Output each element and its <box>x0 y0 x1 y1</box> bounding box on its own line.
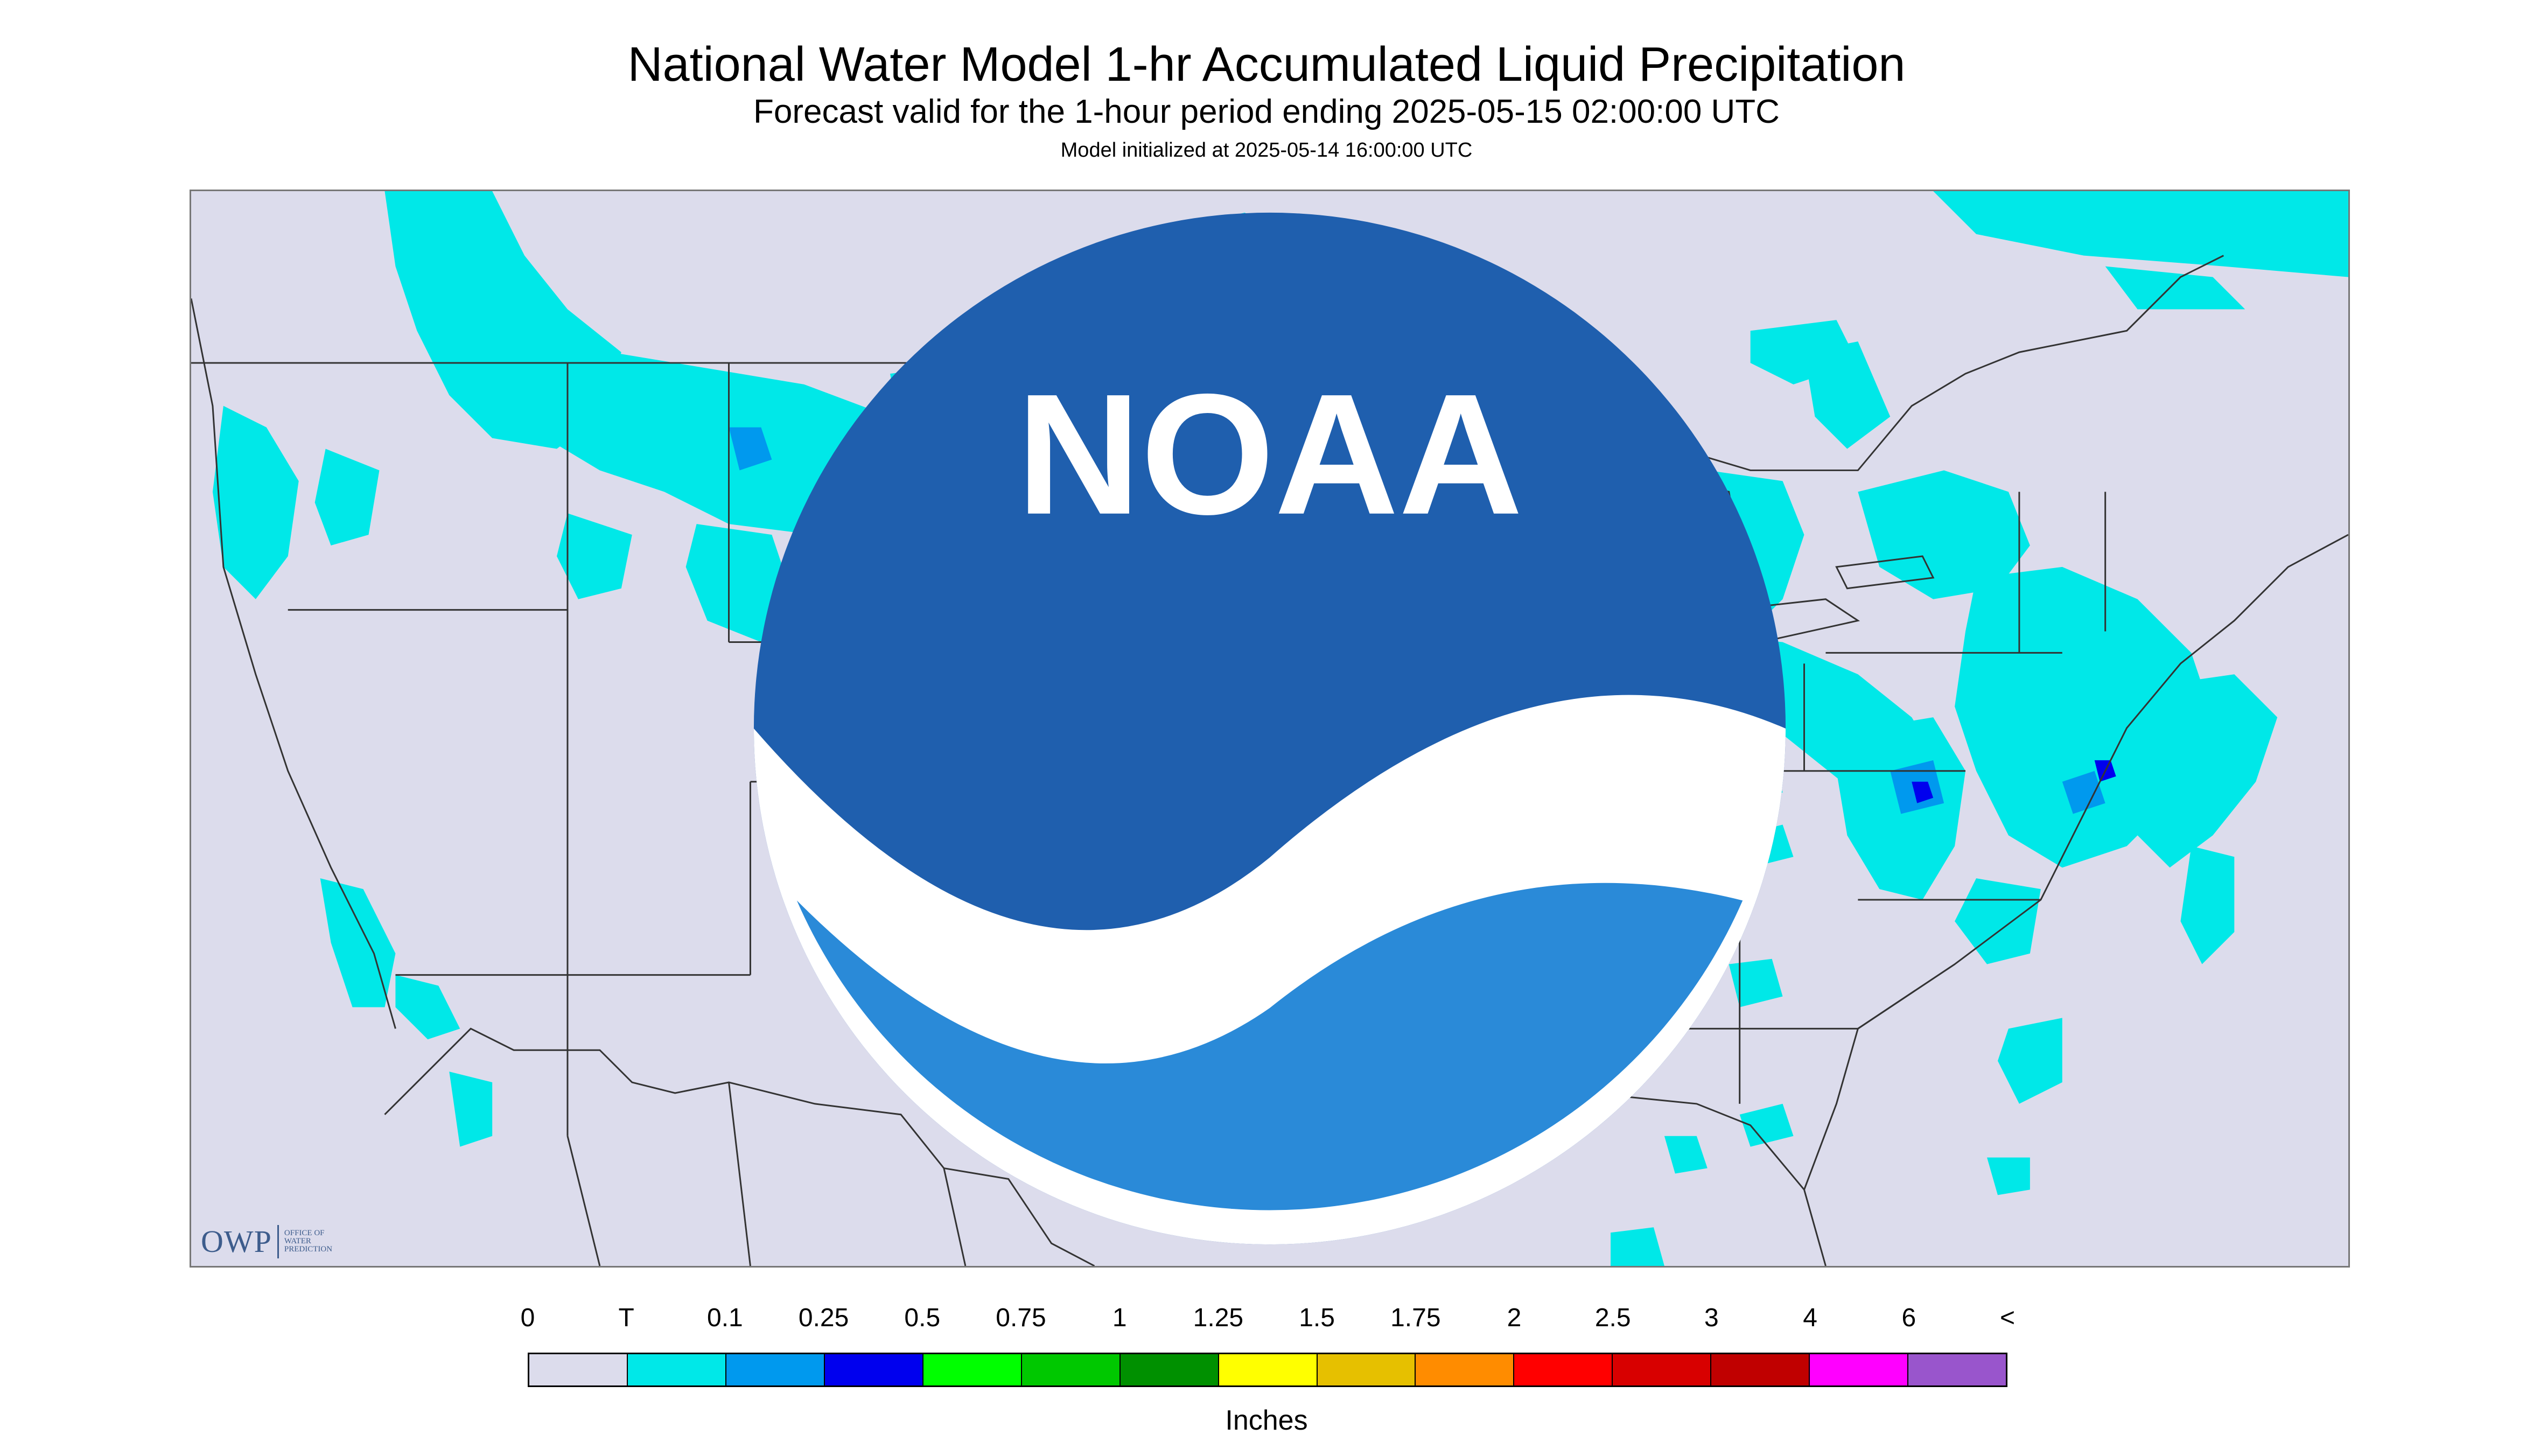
legend-swatch <box>1416 1354 1515 1385</box>
owp-logo-line: Office of <box>284 1229 325 1237</box>
legend-swatch <box>923 1354 1022 1385</box>
owp-logo-letters: OWP <box>201 1224 272 1259</box>
page-title: National Water Model 1-hr Accumulated Li… <box>627 38 1906 92</box>
legend-label: 2.5 <box>1594 1304 1631 1332</box>
legend-swatch <box>1514 1354 1613 1385</box>
owp-logo-line: Water <box>284 1237 311 1245</box>
legend-label: 0.75 <box>996 1304 1046 1332</box>
legend-label: 1.75 <box>1390 1304 1441 1332</box>
legend-swatch <box>1219 1354 1318 1385</box>
legend-label: 0.25 <box>798 1304 849 1332</box>
model-init-subtitle: Model initialized at 2025-05-14 16:00:00… <box>1060 139 1473 162</box>
legend-swatch <box>726 1354 825 1385</box>
forecast-valid-subtitle: Forecast valid for the 1-hour period end… <box>753 93 1780 130</box>
legend-label: 6 <box>1901 1304 1916 1332</box>
legend-label: 1.25 <box>1193 1304 1244 1332</box>
legend-label: 0.1 <box>707 1304 743 1332</box>
legend-color-bar <box>528 1353 2007 1387</box>
legend-label: 2 <box>1507 1304 1522 1332</box>
legend-label: < <box>1999 1304 2016 1332</box>
legend-label: 4 <box>1803 1304 1817 1332</box>
owp-logo-text: Office of Water Prediction <box>284 1229 353 1254</box>
legend-label: 0.5 <box>904 1304 941 1332</box>
noaa-logo-icon: NOAA <box>753 212 1786 1245</box>
legend-label: 1.5 <box>1299 1304 1335 1332</box>
owp-logo: OWP Office of Water Prediction <box>201 1223 353 1259</box>
legend-labels: 0 T 0.1 0.25 0.5 0.75 1 1.25 1.5 1.75 2 2.5 3 4 6 < <box>0 1303 2533 1335</box>
legend-units: Inches <box>1225 1405 1308 1436</box>
legend-label: 1 <box>1112 1304 1127 1332</box>
owp-logo-divider <box>277 1224 279 1258</box>
owp-logo-line: Prediction <box>284 1245 333 1254</box>
legend-label: 0 <box>520 1304 535 1332</box>
legend-swatch <box>1711 1354 1810 1385</box>
legend-swatch <box>1120 1354 1219 1385</box>
legend-swatch <box>1317 1354 1416 1385</box>
legend-swatch <box>824 1354 923 1385</box>
legend-swatch <box>1613 1354 1712 1385</box>
legend-label: T <box>618 1304 634 1332</box>
legend-swatch <box>627 1354 726 1385</box>
legend-swatch <box>529 1354 628 1385</box>
precipitation-map: OWP Office of Water Prediction NOAA <box>190 190 2350 1268</box>
legend-label: 3 <box>1704 1304 1719 1332</box>
legend-swatch <box>1810 1354 1909 1385</box>
noaa-logo-letters: NOAA <box>1017 358 1523 550</box>
legend-swatch <box>1908 1354 2006 1385</box>
legend-swatch <box>1021 1354 1121 1385</box>
